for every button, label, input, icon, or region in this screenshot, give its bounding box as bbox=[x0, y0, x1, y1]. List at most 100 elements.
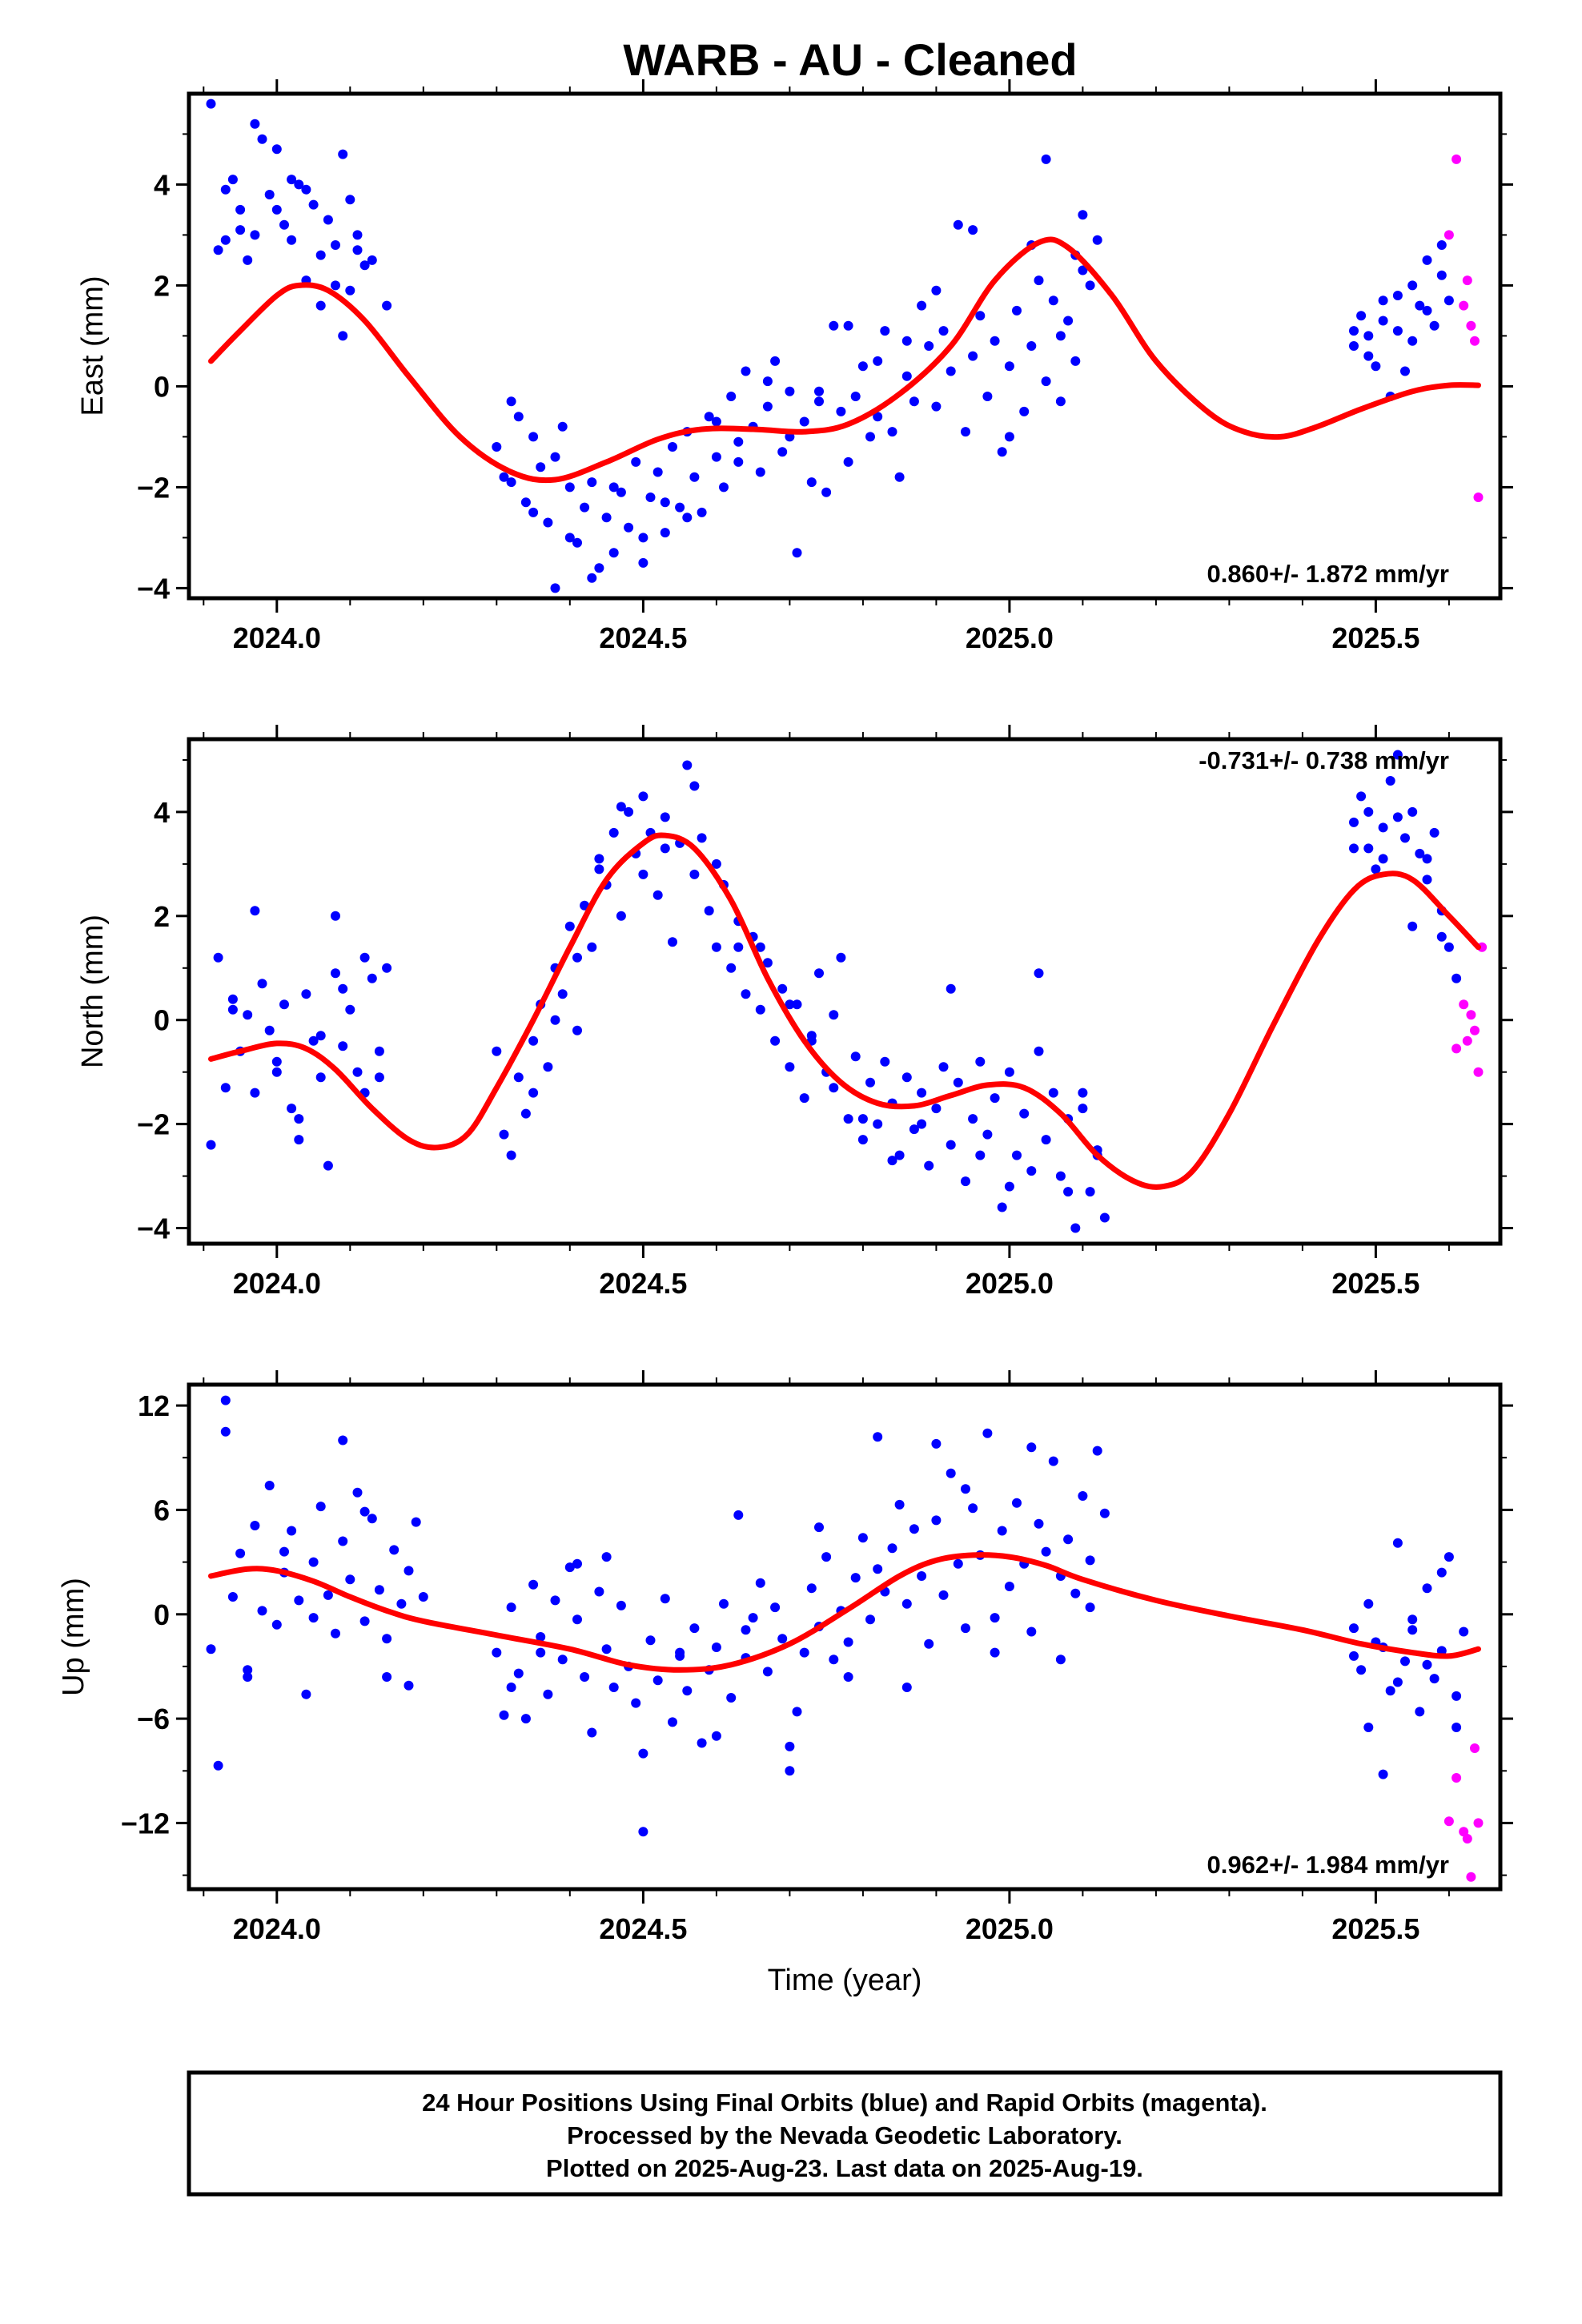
final-orbit-point bbox=[762, 401, 773, 412]
final-orbit-point bbox=[587, 573, 597, 583]
rapid-points-east bbox=[1443, 154, 1484, 502]
final-orbit-point bbox=[638, 1827, 648, 1837]
final-orbit-point bbox=[777, 447, 788, 457]
final-orbit-point bbox=[227, 175, 238, 185]
final-orbit-point bbox=[323, 1160, 333, 1171]
final-orbit-point bbox=[1063, 316, 1074, 326]
final-orbit-point bbox=[711, 416, 721, 427]
final-orbit-point bbox=[359, 1616, 370, 1626]
final-orbit-point bbox=[946, 983, 956, 994]
final-orbit-point bbox=[953, 219, 963, 230]
final-orbit-point bbox=[961, 1176, 970, 1187]
final-orbit-point bbox=[733, 942, 744, 952]
model-curve-east bbox=[208, 236, 1481, 484]
final-orbit-point bbox=[608, 548, 619, 558]
final-orbit-point bbox=[1026, 1442, 1037, 1453]
final-orbit-point bbox=[1407, 806, 1418, 817]
final-orbit-point bbox=[924, 1638, 934, 1649]
final-orbit-point bbox=[873, 1432, 883, 1442]
final-orbit-point bbox=[1392, 812, 1403, 822]
final-orbit-point bbox=[572, 952, 582, 963]
final-orbit-point bbox=[850, 1051, 861, 1062]
final-orbit-point bbox=[675, 502, 685, 513]
final-orbit-point bbox=[506, 1150, 516, 1160]
final-orbit-point bbox=[711, 1731, 721, 1741]
final-orbit-point bbox=[1363, 1598, 1374, 1609]
final-orbit-point bbox=[733, 456, 744, 467]
final-orbit-point bbox=[506, 1683, 516, 1692]
x-tick-label: 2024.5 bbox=[599, 1912, 687, 1945]
final-orbit-point bbox=[799, 416, 809, 427]
final-orbit-point bbox=[741, 989, 751, 999]
final-orbit-point bbox=[308, 199, 319, 210]
final-orbit-point bbox=[352, 1067, 363, 1077]
final-orbit-point bbox=[396, 1598, 407, 1609]
x-tick-label: 2025.5 bbox=[1331, 621, 1419, 654]
final-orbit-point bbox=[1422, 255, 1432, 265]
final-orbit-point bbox=[1019, 1108, 1030, 1119]
final-orbit-point bbox=[733, 436, 744, 447]
final-orbit-point bbox=[1400, 833, 1410, 843]
final-orbit-point bbox=[1356, 311, 1367, 321]
final-orbit-point bbox=[762, 1667, 773, 1677]
final-orbit-point bbox=[608, 1683, 619, 1692]
final-orbit-point bbox=[616, 1600, 626, 1610]
final-orbit-point bbox=[829, 320, 839, 331]
final-orbit-point bbox=[1400, 1656, 1410, 1667]
final-orbit-point bbox=[528, 432, 539, 442]
final-orbit-point bbox=[287, 175, 297, 185]
final-orbit-point bbox=[719, 482, 729, 493]
final-orbit-point bbox=[1092, 235, 1102, 245]
final-orbit-point bbox=[785, 386, 795, 396]
model-fit-line bbox=[208, 832, 1481, 1190]
final-orbit-point bbox=[814, 386, 824, 396]
final-orbit-point bbox=[338, 983, 348, 994]
final-orbit-point bbox=[1429, 1674, 1439, 1684]
y-tick-label: 0 bbox=[154, 1598, 170, 1631]
model-curve-up bbox=[208, 1552, 1481, 1673]
rapid-points-up bbox=[1443, 1743, 1484, 1882]
final-orbit-point bbox=[1436, 270, 1447, 280]
final-orbit-point bbox=[301, 184, 311, 195]
final-orbit-point bbox=[953, 1077, 963, 1088]
final-orbit-point bbox=[345, 195, 355, 205]
grid-ticks-up: 2024.0 2024.5 2025.0 2025.5 −12 −6 0 6 12 bbox=[121, 1370, 1513, 1945]
final-orbit-point bbox=[894, 1499, 905, 1510]
final-orbit-point bbox=[404, 1680, 414, 1691]
final-orbit-point bbox=[924, 1160, 934, 1171]
final-orbit-point bbox=[857, 1533, 868, 1543]
final-orbit-point bbox=[660, 1594, 670, 1604]
final-orbit-point bbox=[389, 1545, 400, 1555]
final-orbit-point bbox=[1443, 1552, 1454, 1562]
final-orbit-point bbox=[865, 432, 875, 442]
final-orbit-point bbox=[594, 563, 604, 573]
final-orbit-point bbox=[689, 869, 700, 879]
final-orbit-point bbox=[506, 396, 516, 407]
final-orbit-point bbox=[829, 1655, 839, 1665]
final-orbit-point bbox=[697, 507, 707, 517]
final-orbit-point bbox=[206, 1140, 216, 1150]
final-orbit-point bbox=[1041, 1546, 1051, 1557]
final-orbit-point bbox=[1070, 1588, 1081, 1598]
rapid-orbit-point bbox=[1466, 320, 1476, 331]
final-orbit-point bbox=[250, 1088, 260, 1098]
final-orbit-point bbox=[668, 937, 677, 947]
final-orbit-point bbox=[564, 482, 575, 493]
final-orbit-point bbox=[1012, 1498, 1022, 1508]
rapid-orbit-point bbox=[1470, 336, 1480, 346]
final-orbit-point bbox=[499, 1710, 509, 1720]
plot-frame-up bbox=[187, 1382, 1503, 1892]
final-orbit-point bbox=[887, 427, 897, 437]
final-orbit-point bbox=[550, 1015, 560, 1025]
final-orbit-point bbox=[1041, 1135, 1051, 1145]
final-orbit-point bbox=[499, 472, 509, 482]
final-orbit-point bbox=[1452, 1691, 1462, 1701]
final-orbit-point bbox=[206, 99, 216, 109]
final-orbit-point bbox=[711, 1642, 721, 1652]
rate-label-up: 0.962+/- 1.984 mm/yr bbox=[1207, 1851, 1449, 1879]
final-orbit-point bbox=[616, 802, 626, 812]
final-orbit-point bbox=[1041, 376, 1051, 387]
final-orbit-point bbox=[264, 1025, 275, 1035]
final-orbit-point bbox=[909, 1124, 919, 1135]
final-orbit-point bbox=[506, 477, 516, 488]
